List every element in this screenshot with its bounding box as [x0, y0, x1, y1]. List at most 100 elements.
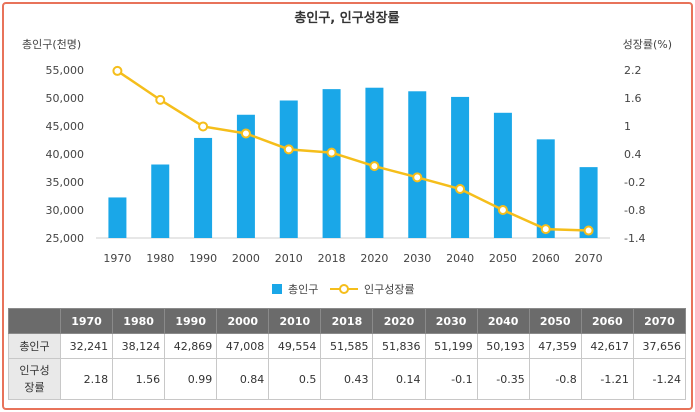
- table-cell: 51,836: [373, 334, 425, 359]
- right-tick-label: -1.4: [624, 232, 645, 245]
- table-cell: -0.1: [425, 359, 477, 400]
- line-series: [113, 67, 592, 235]
- left-tick-label: 30,000: [46, 204, 85, 217]
- table-header-cell: 2060: [581, 309, 633, 334]
- bar: [408, 91, 426, 238]
- table-header-cell: 1980: [113, 309, 165, 334]
- line-point: [542, 225, 550, 233]
- bar: [194, 138, 212, 238]
- line-point: [328, 149, 336, 157]
- table-cell: 2.18: [61, 359, 113, 400]
- table-header-row: 1970 1980 1990 2000 2010 2018 2020 2030 …: [9, 309, 686, 334]
- x-tick-label: 2020: [360, 252, 388, 265]
- table-cell: 51,199: [425, 334, 477, 359]
- line-point: [585, 227, 593, 235]
- table-header-cell: 2000: [217, 309, 269, 334]
- legend-bar-label: 총인구: [288, 283, 318, 296]
- table-header-cell: 2020: [373, 309, 425, 334]
- table-cell: -1.24: [633, 359, 685, 400]
- left-tick-label: 55,000: [46, 64, 85, 77]
- table-cell: 0.84: [217, 359, 269, 400]
- legend[interactable]: 총인구 인구성장률: [272, 283, 415, 296]
- right-axis-ticks: 2.2 1.6 1 0.4 -0.2 -0.8 -1.4: [624, 64, 645, 245]
- line-point: [456, 185, 464, 193]
- table-cell: 42,869: [165, 334, 217, 359]
- table-row-label-cell: 인구성장률: [9, 359, 61, 400]
- data-table: 1970 1980 1990 2000 2010 2018 2020 2030 …: [8, 308, 686, 400]
- x-tick-label: 2030: [403, 252, 431, 265]
- table-header-cell: 2030: [425, 309, 477, 334]
- line-point: [499, 206, 507, 214]
- table-cell: 32,241: [61, 334, 113, 359]
- right-tick-label: 1.6: [624, 92, 642, 105]
- line-point: [413, 173, 421, 181]
- table-cell: 47,008: [217, 334, 269, 359]
- right-tick-label: 0.4: [624, 148, 642, 161]
- right-tick-label: -0.8: [624, 204, 645, 217]
- table-cell: 42,617: [581, 334, 633, 359]
- table-corner-cell: [9, 309, 61, 334]
- table-cell: 0.99: [165, 359, 217, 400]
- table-header-cell: 2070: [633, 309, 685, 334]
- x-tick-label: 2018: [318, 252, 346, 265]
- bar: [451, 97, 469, 238]
- table-cell: 1.56: [113, 359, 165, 400]
- line-point: [242, 129, 250, 137]
- left-tick-label: 50,000: [46, 92, 85, 105]
- table-header-cell: 2010: [269, 309, 321, 334]
- x-tick-label: 2070: [575, 252, 603, 265]
- table-cell: 47,359: [529, 334, 581, 359]
- table-header-cell: 1970: [61, 309, 113, 334]
- left-tick-label: 45,000: [46, 120, 85, 133]
- line-point: [113, 67, 121, 75]
- table-row-population: 총인구 32,241 38,124 42,869 47,008 49,554 5…: [9, 334, 686, 359]
- line-point: [370, 162, 378, 170]
- legend-line-label: 인구성장률: [364, 283, 415, 296]
- table-cell: 38,124: [113, 334, 165, 359]
- table-row-label: 총인구: [9, 334, 61, 359]
- table-cell: 49,554: [269, 334, 321, 359]
- left-tick-label: 40,000: [46, 148, 85, 161]
- bar: [323, 89, 341, 238]
- bar-series: [108, 88, 597, 238]
- x-tick-label: 2040: [446, 252, 474, 265]
- table-cell: 51,585: [321, 334, 373, 359]
- table-cell: 0.14: [373, 359, 425, 400]
- bar: [151, 165, 169, 238]
- line-point: [199, 122, 207, 130]
- chart-title: 총인구, 인구성장률: [294, 10, 399, 26]
- table-cell: 37,656: [633, 334, 685, 359]
- table-cell: 50,193: [477, 334, 529, 359]
- x-tick-label: 1990: [189, 252, 217, 265]
- table-row-label: 인구성장률: [18, 362, 52, 396]
- table-header-cell: 2018: [321, 309, 373, 334]
- right-tick-label: 1: [624, 120, 631, 133]
- x-tick-label: 1980: [146, 252, 174, 265]
- x-axis-ticks: 1970 1980 1990 2000 2010 2018 2020 2030 2040 2050…: [103, 252, 602, 265]
- growth-line: [117, 71, 588, 231]
- table-header-cell: 2050: [529, 309, 581, 334]
- bar: [537, 139, 555, 238]
- x-tick-label: 2010: [275, 252, 303, 265]
- table-cell: -0.35: [477, 359, 529, 400]
- table-row-growth: 인구성장률 2.18 1.56 0.99 0.84 0.5 0.43 0.14 …: [9, 359, 686, 400]
- x-tick-label: 1970: [103, 252, 131, 265]
- left-axis-label: 총인구(천명): [22, 37, 81, 51]
- x-tick-label: 2050: [489, 252, 517, 265]
- bar: [108, 197, 126, 238]
- legend-line-marker: [340, 285, 348, 293]
- left-tick-label: 35,000: [46, 176, 85, 189]
- table-cell: 0.43: [321, 359, 373, 400]
- right-tick-label: -0.2: [624, 176, 645, 189]
- bar: [280, 100, 298, 238]
- right-axis-label: 성장률(%): [623, 38, 672, 51]
- x-tick-label: 2000: [232, 252, 260, 265]
- table-header-cell: 1990: [165, 309, 217, 334]
- left-axis-ticks: 55,000 50,000 45,000 40,000 35,000 30,000 25,0…: [46, 64, 85, 245]
- bar: [494, 113, 512, 238]
- line-point: [285, 145, 293, 153]
- combo-chart: 총인구, 인구성장률 총인구(천명) 성장률(%) 55,000 50,000 45…: [0, 0, 695, 305]
- left-tick-label: 25,000: [46, 232, 85, 245]
- table-cell: -0.8: [529, 359, 581, 400]
- line-point: [156, 96, 164, 104]
